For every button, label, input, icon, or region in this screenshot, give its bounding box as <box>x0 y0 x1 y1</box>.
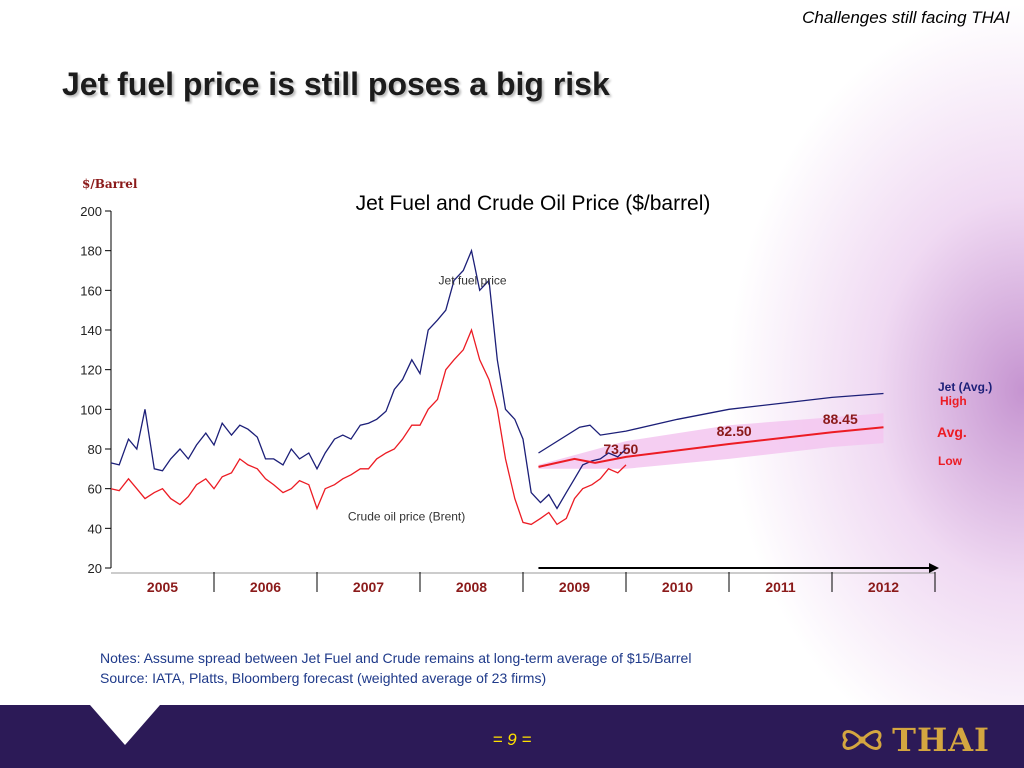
orchid-icon <box>842 730 882 750</box>
crude-oil-annotation: Crude oil price (Brent) <box>348 509 465 523</box>
jet-fuel-annotation: Jet fuel price <box>439 273 507 287</box>
chart-title: Jet Fuel and Crude Oil Price ($/barrel) <box>356 192 711 215</box>
jet-fuel-line <box>110 248 627 510</box>
footer-bar <box>0 705 1024 768</box>
x-tick-label: 2006 <box>250 579 281 595</box>
background-decoration <box>724 0 1024 710</box>
y-axis-label: $/Barrel <box>82 177 138 191</box>
crude-forecast-avg-line <box>538 426 884 468</box>
forecast-range-band <box>538 413 884 469</box>
x-tick-label: 2012 <box>868 579 899 595</box>
y-tick-label: 80 <box>88 442 102 457</box>
data-label: 73.50 <box>603 441 638 457</box>
x-tick-label: 2007 <box>353 579 384 595</box>
jet-forecast-line <box>538 392 884 454</box>
notes: Notes: Assume spread between Jet Fuel an… <box>100 648 691 688</box>
x-tick-label: 2009 <box>559 579 590 595</box>
y-tick-label: 60 <box>88 482 102 497</box>
y-tick-label: 200 <box>80 204 102 219</box>
y-tick-label: 180 <box>80 244 102 259</box>
legend-high: High <box>940 394 967 408</box>
section-label: Challenges still facing THAI <box>802 8 1010 27</box>
y-tick-label: 20 <box>88 561 102 576</box>
crude-oil-line <box>110 328 627 526</box>
x-tick-label: 2011 <box>765 579 796 595</box>
y-tick-label: 140 <box>80 323 102 338</box>
price-chart: $/Barrel Jet Fuel and Crude Oil Price ($/… <box>80 177 992 595</box>
thai-logo: THAI <box>838 720 990 760</box>
legend-jet-avg: Jet (Avg.) <box>938 380 992 394</box>
legend-low: Low <box>938 454 963 468</box>
page-number: = 9 = <box>492 730 532 749</box>
forecast-arrow-head <box>929 563 939 573</box>
y-tick-label: 100 <box>80 402 102 417</box>
x-tick-label: 2008 <box>456 579 487 595</box>
logo-text: THAI <box>892 721 990 759</box>
y-tick-label: 40 <box>88 521 102 536</box>
x-tick-label: 2005 <box>147 579 178 595</box>
data-label: 88.45 <box>823 411 858 427</box>
footer-notch <box>0 705 1024 745</box>
source-line: Source: IATA, Platts, Bloomberg forecast… <box>100 670 547 686</box>
notes-line: Notes: Assume spread between Jet Fuel an… <box>100 650 692 666</box>
legend-avg: Avg. <box>937 424 967 440</box>
y-tick-label: 160 <box>80 283 102 298</box>
page-title: Jet fuel price is still poses a big risk <box>62 66 610 102</box>
x-tick-label: 2010 <box>662 579 693 595</box>
y-tick-label: 120 <box>80 363 102 378</box>
data-label: 82.50 <box>717 423 752 439</box>
